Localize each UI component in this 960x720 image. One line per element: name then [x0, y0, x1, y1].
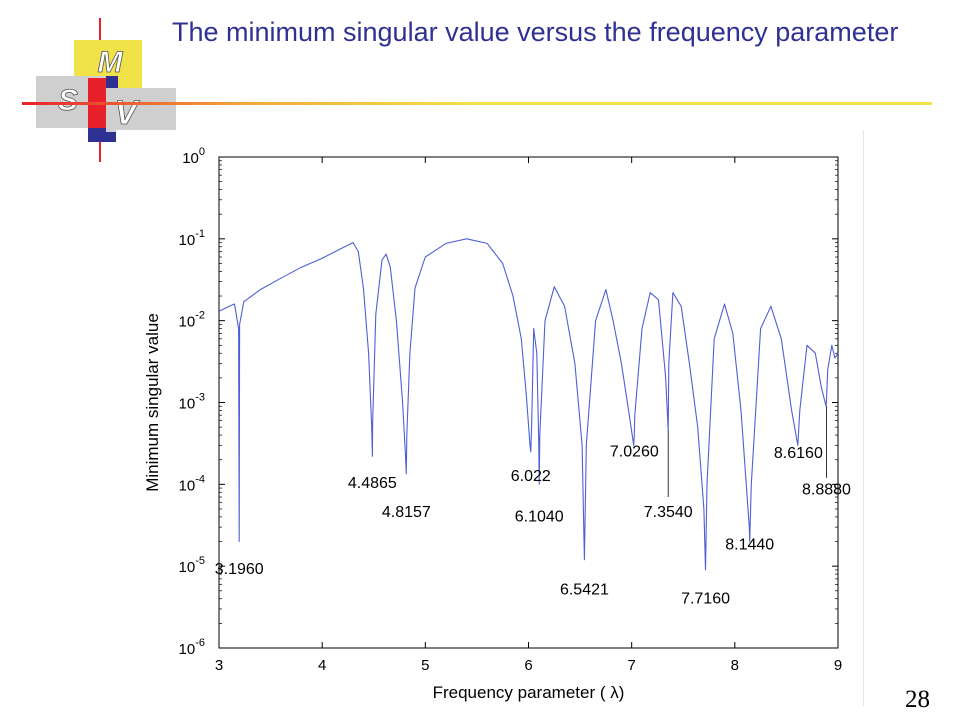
x-tick-label: 3	[215, 657, 223, 674]
annotation-label: 7.0260	[610, 443, 659, 460]
y-tick-label: 10-6	[179, 637, 205, 658]
msv-logo-graphic: M S V	[36, 18, 176, 162]
msv-logo: M S V	[0, 0, 190, 175]
logo-letter-v: V	[115, 94, 141, 132]
annotation-label: 8.6160	[774, 445, 823, 462]
x-tick-label: 6	[524, 657, 532, 674]
annotation-label: 3.1960	[215, 561, 264, 578]
title-underline	[22, 102, 932, 105]
annotation-label: 8.1440	[725, 536, 774, 553]
axes-layer: 3 4 5 6 7 8 9 100 10-1 10-2 10-3 10-4 10-5 10-6	[179, 146, 843, 674]
x-tick-label: 5	[421, 657, 429, 674]
plot-frame	[218, 156, 839, 649]
y-tick-label: 10-4	[179, 473, 205, 494]
y-tick-label: 100	[182, 146, 205, 167]
annotation-label: 4.8157	[382, 504, 431, 521]
slide-number: 28	[905, 686, 930, 713]
panel-edge	[863, 130, 864, 706]
annotation-label: 6.5421	[560, 582, 609, 599]
x-tick-label: 9	[834, 657, 842, 674]
y-axis-label: Minimum singular value	[143, 313, 162, 492]
y-tick-label: 10-5	[179, 555, 205, 576]
series-line	[218, 238, 839, 571]
logo-letter-s: S	[58, 84, 78, 117]
annotation-label: 6.1040	[515, 509, 564, 526]
slide-title: The minimum singular value versus the fr…	[172, 17, 899, 47]
annotation-label: 6.022	[511, 468, 551, 485]
singular-value-chart: 3 4 5 6 7 8 9 100 10-1 10-2 10-3 10-4 10-5 10-6 3.196…	[143, 146, 851, 702]
logo-letter-m: M	[98, 46, 124, 79]
x-tick-label: 7	[627, 657, 635, 674]
curve-layer	[218, 238, 839, 571]
x-tick-label: 8	[731, 657, 739, 674]
annotation-label: 4.4865	[348, 475, 397, 492]
annotation-label: 7.7160	[681, 590, 730, 607]
logo-grey-block-right	[106, 88, 176, 132]
y-tick-label: 10-3	[179, 392, 205, 413]
annotation-layer: 3.1960 4.4865 4.8157 6.022 6.1040 6.5421 7.026…	[215, 406, 851, 607]
chart-panel: 3 4 5 6 7 8 9 100 10-1 10-2 10-3 10-4 10-5 10-6 3.196…	[116, 130, 864, 706]
annotation-label: 7.3540	[644, 504, 693, 521]
y-tick-label: 10-2	[179, 310, 205, 331]
y-tick-label: 10-1	[179, 228, 205, 249]
annotation-label: 8.8880	[802, 482, 851, 499]
x-tick-label: 4	[318, 657, 326, 674]
x-axis-label: Frequency parameter ( λ)	[433, 683, 625, 702]
